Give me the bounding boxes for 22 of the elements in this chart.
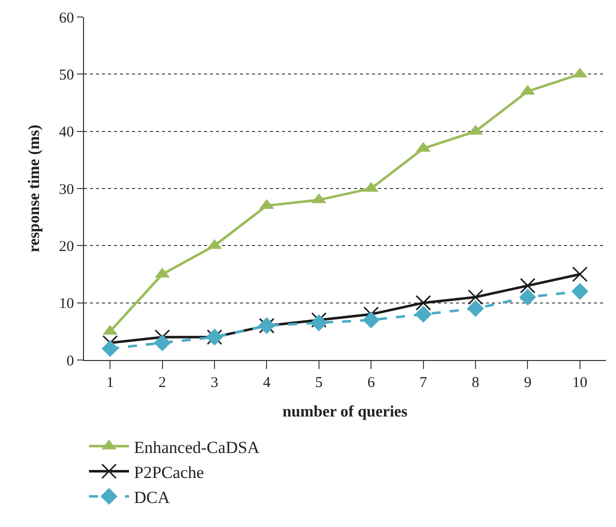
- y-tick-label: 60: [59, 10, 74, 26]
- x-tick-label: 4: [262, 375, 271, 391]
- x-tick-label: 1: [106, 375, 114, 391]
- x-tick-label: 2: [158, 375, 166, 391]
- legend-label: P2PCache: [134, 462, 204, 482]
- y-axis-title: response time (ms): [26, 124, 43, 252]
- x-tick-label: 8: [472, 375, 480, 391]
- x-tick-label: 5: [315, 375, 323, 391]
- legend-label: DCA: [134, 488, 171, 507]
- x-tick-label: 3: [210, 375, 218, 391]
- y-tick-label: 0: [66, 353, 74, 370]
- x-tick-label: 10: [572, 375, 588, 391]
- y-tick-label: 40: [59, 124, 74, 141]
- x-tick-label: 6: [367, 375, 376, 391]
- y-tick-label: 50: [59, 67, 74, 84]
- y-tick-label: 10: [59, 296, 74, 312]
- x-axis-title: number of queries: [282, 404, 408, 421]
- y-tick-label: 20: [59, 238, 74, 255]
- x-tick-label: 9: [524, 375, 532, 391]
- y-tick-label: 30: [59, 182, 74, 198]
- legend-label: Enhanced-CaDSA: [134, 438, 260, 457]
- x-tick-label: 7: [420, 375, 428, 391]
